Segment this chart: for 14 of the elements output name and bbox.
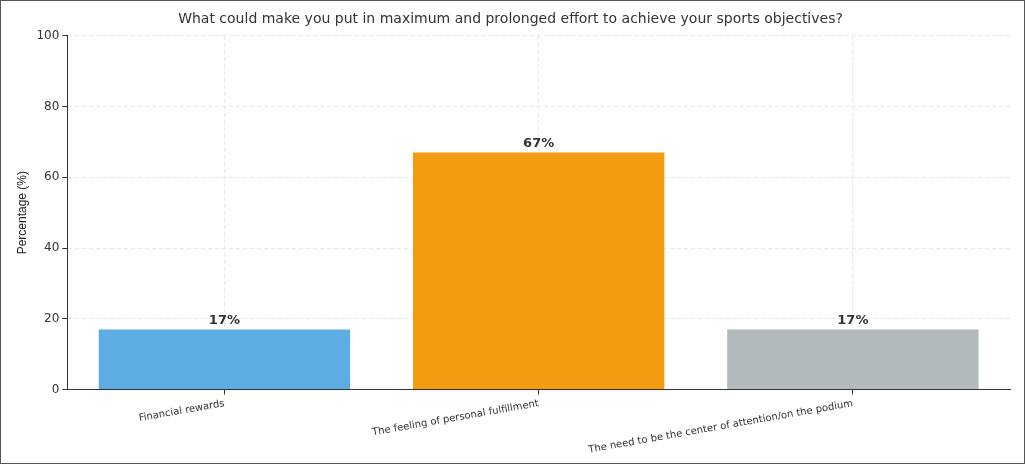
y-tick-label: 100 [36,27,60,42]
y-tick-label: 60 [44,169,60,184]
chart-title: What could make you put in maximum and prolonged effort to achieve your sports objectives? [178,10,843,27]
y-tick-label: 0 [51,381,60,396]
x-tick-label: The need to be the center of attention/on the podium [586,397,854,455]
data-label: 17% [208,312,240,328]
x-tick-label: The feeling of personal fulfillment [370,397,540,438]
y-axis-title: Percentage (%) [14,170,29,255]
data-label: 17% [837,312,869,328]
y-tick-label: 40 [44,240,60,255]
data-label: 67% [523,135,555,151]
y-tick-label: 20 [44,310,60,325]
y-tick-label: 80 [44,98,60,113]
x-tick-label: Financial rewards [137,397,226,424]
